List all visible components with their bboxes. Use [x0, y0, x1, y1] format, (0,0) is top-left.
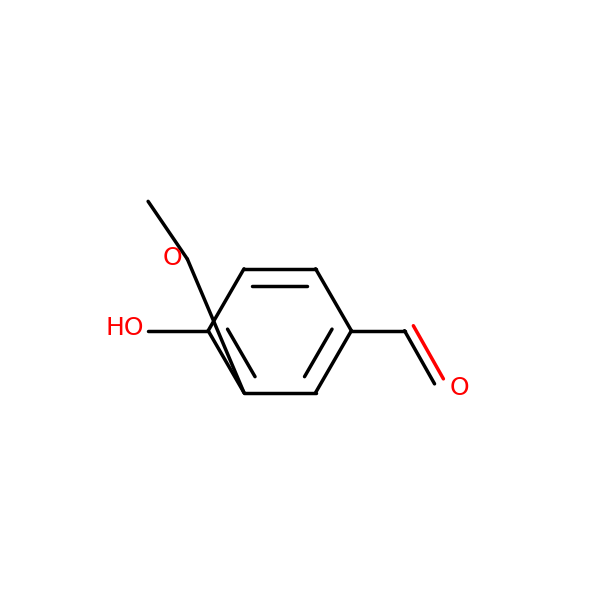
Text: O: O	[162, 246, 182, 270]
Text: O: O	[449, 376, 469, 400]
Text: HO: HO	[106, 316, 145, 340]
